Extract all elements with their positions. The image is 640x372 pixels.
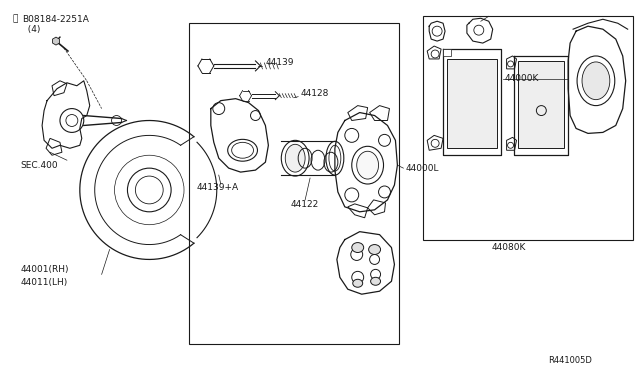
Text: 44128: 44128 (300, 89, 328, 98)
Text: 44000K: 44000K (504, 74, 539, 83)
Polygon shape (513, 56, 568, 155)
Ellipse shape (353, 279, 363, 287)
Ellipse shape (371, 277, 381, 285)
Text: 44139+A: 44139+A (197, 183, 239, 192)
Polygon shape (52, 37, 60, 45)
Text: R441005D: R441005D (548, 356, 592, 365)
Bar (518, 61, 564, 148)
Text: SEC.400: SEC.400 (20, 161, 58, 170)
Ellipse shape (582, 62, 610, 100)
Text: (4): (4) (22, 25, 40, 34)
Polygon shape (443, 49, 500, 155)
Ellipse shape (356, 151, 378, 179)
Text: 44011(LH): 44011(LH) (20, 278, 67, 287)
Bar (447, 59, 497, 148)
Text: Ⓑ: Ⓑ (13, 15, 18, 24)
Ellipse shape (369, 244, 381, 254)
Ellipse shape (352, 243, 364, 253)
Polygon shape (443, 49, 451, 56)
Polygon shape (568, 26, 626, 134)
Text: B08184-2251A: B08184-2251A (22, 15, 89, 24)
Text: 44139: 44139 (266, 58, 294, 67)
Text: 44080K: 44080K (492, 243, 526, 252)
Text: 44001(RH): 44001(RH) (20, 265, 68, 274)
Bar (189, 23, 399, 344)
Text: 44122: 44122 (290, 201, 319, 209)
Ellipse shape (285, 144, 305, 172)
Text: 44000L: 44000L (405, 164, 439, 173)
Bar (423, 16, 633, 240)
